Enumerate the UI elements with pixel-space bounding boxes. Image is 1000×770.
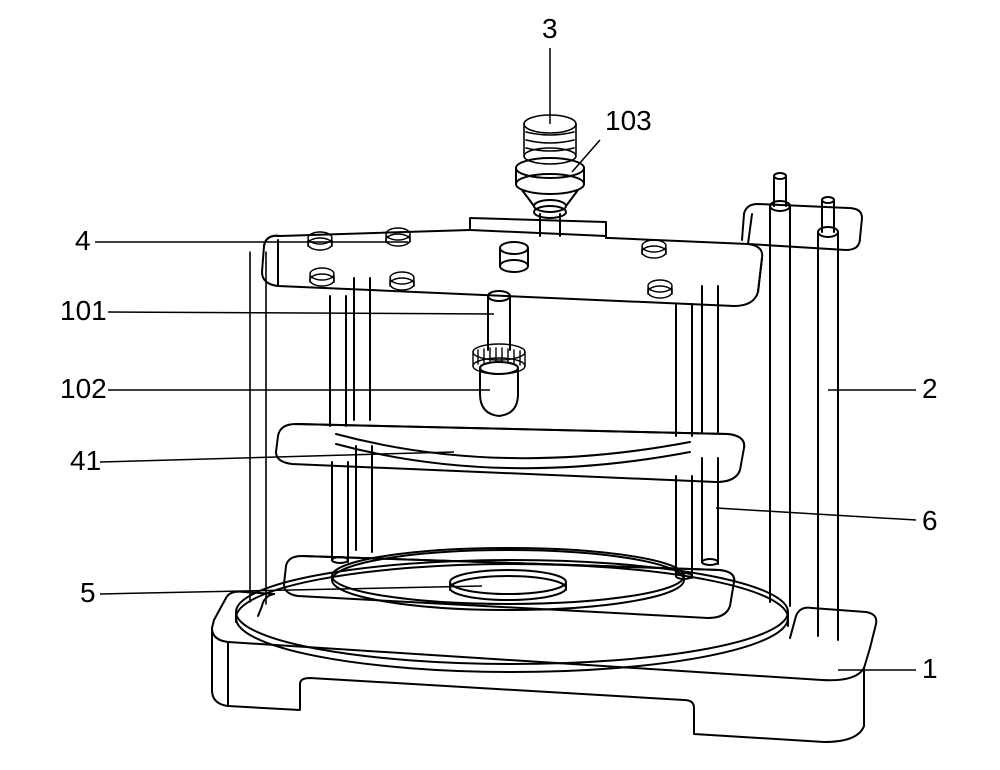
label-part_102: 102 xyxy=(60,373,107,404)
device-outline xyxy=(212,115,876,742)
label-part_41: 41 xyxy=(70,445,101,476)
labels: 3 103 4 101 102 41 5 2 6 1 xyxy=(60,13,938,684)
label-part_101: 101 xyxy=(60,295,107,326)
top-plate xyxy=(262,218,762,306)
lower-platform xyxy=(284,548,734,618)
label-part_4: 4 xyxy=(75,225,91,256)
label-part_6: 6 xyxy=(922,505,938,536)
label-part_3: 3 xyxy=(542,13,558,44)
label-part_103: 103 xyxy=(605,105,652,136)
label-part_5: 5 xyxy=(80,577,96,608)
technical-figure: 3 103 4 101 102 41 5 2 6 1 xyxy=(0,0,1000,770)
mid-platform xyxy=(276,424,744,482)
upper-inner-posts xyxy=(330,278,718,436)
label-part_2: 2 xyxy=(922,373,938,404)
tall-columns xyxy=(742,173,862,640)
label-part_1: 1 xyxy=(922,653,938,684)
tall-columns-left xyxy=(250,252,266,604)
